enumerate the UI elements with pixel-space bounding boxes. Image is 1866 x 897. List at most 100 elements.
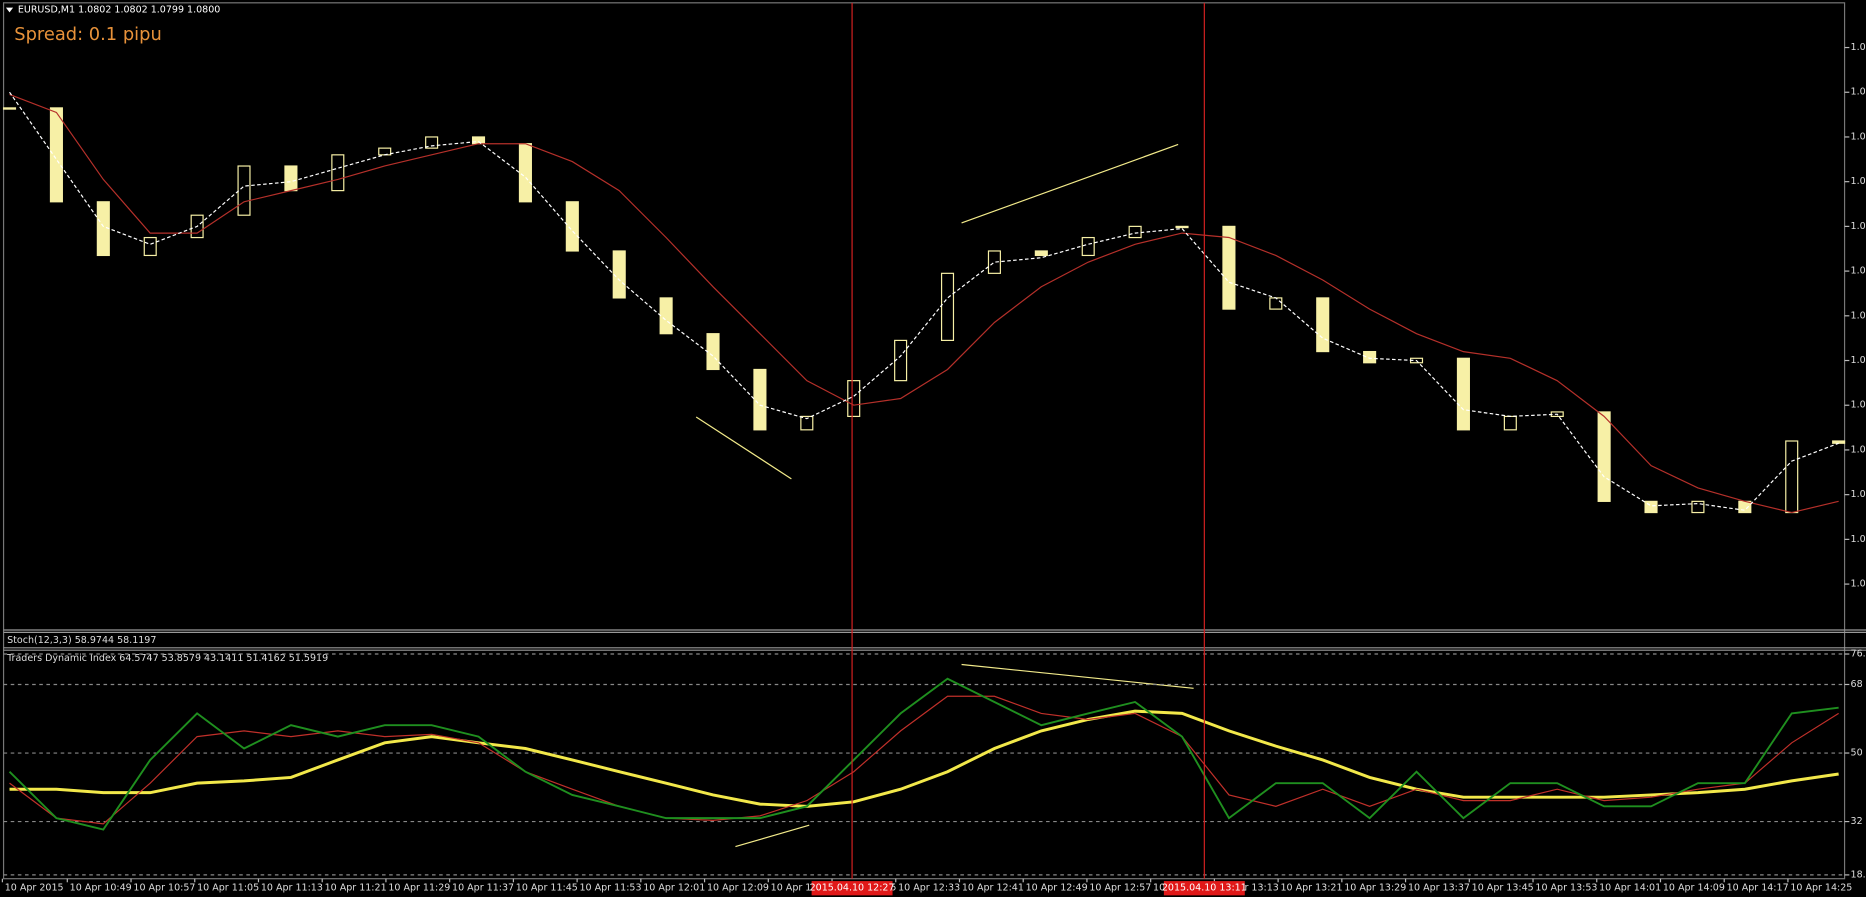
candle bbox=[1316, 297, 1330, 353]
x-tick-label: 10 Apr 2015 bbox=[5, 883, 64, 894]
x-tick-label: 10 Apr 11:29 bbox=[388, 883, 450, 894]
candle bbox=[237, 165, 251, 216]
candle bbox=[471, 136, 486, 145]
x-tick-label: 10 Apr 14:01 bbox=[1599, 883, 1661, 894]
indicator-line bbox=[9, 709, 1839, 808]
y-tick-label: 68 bbox=[1851, 679, 1863, 690]
period-marker-box bbox=[1163, 881, 1245, 896]
candle bbox=[1691, 500, 1705, 514]
x-tick-label: 10 Apr 14:25 bbox=[1790, 883, 1852, 894]
candle bbox=[284, 165, 298, 192]
y-tick-label: 32 bbox=[1851, 816, 1863, 827]
y-tick-label: 1.0 bbox=[1851, 42, 1866, 53]
indicator-line bbox=[8, 677, 1839, 831]
y-tick-label: 1.0 bbox=[1851, 131, 1866, 142]
candle bbox=[378, 147, 392, 156]
candle bbox=[1222, 225, 1236, 310]
y-tick-label: 1.0 bbox=[1851, 176, 1866, 187]
candle bbox=[1175, 225, 1189, 229]
y-tick-label: 1.0 bbox=[1851, 579, 1866, 590]
x-tick-label: 10 Apr 12:01 bbox=[643, 883, 705, 894]
candle bbox=[1081, 236, 1095, 257]
candle bbox=[1597, 411, 1611, 502]
y-tick-label: 50 bbox=[1851, 748, 1863, 759]
candle bbox=[1034, 250, 1048, 257]
trend-line bbox=[961, 143, 1179, 224]
y-tick-label: 1.0 bbox=[1851, 266, 1866, 277]
x-tick-label: 10 Apr 13:21 bbox=[1280, 883, 1342, 894]
period-marker-box bbox=[811, 881, 893, 896]
x-tick-label: 10 Apr 11:05 bbox=[197, 883, 259, 894]
y-tick-label: 76. bbox=[1851, 649, 1866, 660]
candle bbox=[706, 333, 720, 371]
x-tick-label: 10 Apr 11:37 bbox=[452, 883, 514, 894]
candle bbox=[847, 380, 861, 418]
candle bbox=[612, 250, 626, 299]
candle bbox=[1832, 440, 1846, 444]
y-tick-label: 1.0 bbox=[1851, 489, 1866, 500]
x-tick-label: 10 Apr 12:33 bbox=[898, 883, 960, 894]
x-tick-label: 10 Apr 11:45 bbox=[516, 883, 578, 894]
y-tick-label: 1.0 bbox=[1851, 400, 1866, 411]
x-tick-label: 10 Apr 11:21 bbox=[325, 883, 387, 894]
x-tick-label: 10 Apr 11:53 bbox=[579, 883, 641, 894]
y-tick-label: 1.0 bbox=[1851, 534, 1866, 545]
candle bbox=[2, 107, 17, 110]
x-tick-label: 10 Apr 12:41 bbox=[962, 883, 1024, 894]
y-tick-label: 18. bbox=[1851, 869, 1866, 880]
candle bbox=[425, 136, 439, 149]
candle bbox=[1456, 357, 1470, 431]
symbol-info: EURUSD,M1 1.0802 1.0802 1.0799 1.0800 bbox=[18, 4, 220, 15]
candle bbox=[753, 368, 767, 431]
candle bbox=[800, 415, 814, 431]
y-tick-label: 1.0 bbox=[1851, 355, 1866, 366]
x-tick-label: 10 Apr 13:29 bbox=[1344, 883, 1406, 894]
candle bbox=[940, 272, 955, 341]
period-marker-label: 2015.04.10 12:27 bbox=[810, 883, 895, 894]
candle bbox=[1363, 350, 1377, 364]
indicator-line bbox=[9, 695, 1839, 825]
x-tick-label: 10 Apr 12:09 bbox=[707, 883, 769, 894]
period-marker-label: 2015.04.10 13:11 bbox=[1162, 883, 1247, 894]
y-tick-label: 1.0 bbox=[1851, 444, 1866, 455]
candle bbox=[565, 201, 579, 252]
candle bbox=[894, 339, 908, 382]
symbol-menu-arrow[interactable] bbox=[5, 7, 14, 13]
trend-line bbox=[735, 824, 810, 848]
candle bbox=[987, 250, 1001, 274]
x-tick-label: 10 Apr 12:57 bbox=[1089, 883, 1151, 894]
x-tick-label: 10 Apr 13:53 bbox=[1535, 883, 1597, 894]
y-tick-label: 1.0 bbox=[1851, 310, 1866, 321]
indicator-line bbox=[9, 91, 1839, 511]
x-tick-label: 10 Apr 13:37 bbox=[1408, 883, 1470, 894]
x-tick-label: 10 Apr 10:49 bbox=[70, 883, 132, 894]
candle bbox=[659, 297, 673, 335]
tdi-title: Traders Dynamic Index 64.5747 53.8579 43… bbox=[6, 653, 328, 664]
spread-label: Spread: 0.1 pipu bbox=[14, 24, 162, 45]
x-tick-label: 10 Apr 12:17 bbox=[771, 883, 833, 894]
x-tick-label: 10 Apr 13:13 bbox=[1217, 883, 1279, 894]
x-tick-label: 10 Apr 12:49 bbox=[1026, 883, 1088, 894]
x-tick-label: 10 Apr 14:09 bbox=[1663, 883, 1725, 894]
candle bbox=[49, 107, 63, 203]
x-tick-label: 10 Apr 11:13 bbox=[261, 883, 323, 894]
candle bbox=[1503, 415, 1517, 431]
y-tick-label: 1.0 bbox=[1851, 87, 1866, 98]
candle bbox=[143, 236, 157, 257]
candle bbox=[1128, 225, 1142, 239]
x-tick-label: 10 Apr 13:45 bbox=[1472, 883, 1534, 894]
indicator-line bbox=[9, 93, 1839, 514]
candle bbox=[1644, 500, 1658, 514]
stoch-title: Stoch(12,3,3) 58.9744 58.1197 bbox=[7, 635, 156, 646]
candle bbox=[331, 154, 345, 192]
candle bbox=[1785, 440, 1799, 514]
candle bbox=[1738, 500, 1752, 514]
x-tick-label: 10 Apr 10:57 bbox=[133, 883, 195, 894]
y-tick-label: 1.0 bbox=[1851, 221, 1866, 232]
x-tick-label: 10 Apr 14:17 bbox=[1727, 883, 1789, 894]
trend-line bbox=[695, 416, 792, 480]
candle bbox=[518, 143, 532, 203]
